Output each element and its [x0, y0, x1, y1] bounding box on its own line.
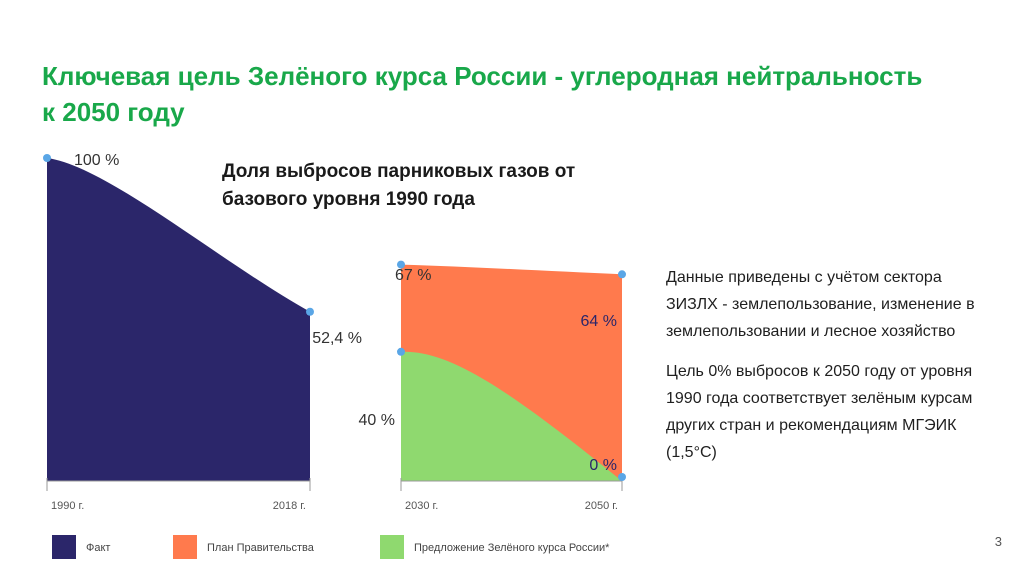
- chart-title: Доля выбросов парниковых газов от базово…: [222, 161, 576, 210]
- data-point: [618, 270, 626, 279]
- notes-block: Данные приведены с учётом сектора ЗИЗЛХ …: [666, 264, 996, 479]
- data-point: [618, 473, 626, 481]
- legend-swatch: [173, 535, 197, 559]
- x-tick-label: 2050 г.: [585, 500, 618, 512]
- legend-swatch: [380, 535, 404, 559]
- data-label: 0 %: [589, 457, 617, 474]
- note-target: Цель 0% выбросов к 2050 году от уровня 1…: [666, 363, 973, 461]
- data-point: [43, 154, 51, 162]
- note-lulucf: Данные приведены с учётом сектора ЗИЗЛХ …: [666, 269, 975, 340]
- legend-label: План Правительства: [207, 542, 315, 554]
- data-point: [397, 260, 405, 269]
- data-label: 52,4 %: [312, 330, 362, 347]
- data-label: 100 %: [74, 152, 119, 169]
- legend-label: Факт: [86, 542, 110, 554]
- x-tick-label: 2030 г.: [405, 500, 438, 512]
- data-label: 67 %: [395, 267, 431, 284]
- x-tick-label: 1990 г.: [51, 500, 84, 512]
- legend-swatch: [52, 535, 76, 559]
- data-point: [397, 347, 405, 356]
- x-tick-label: 2018 г.: [273, 500, 306, 512]
- data-point: [306, 307, 314, 316]
- page-title: Ключевая цель Зелёного курса России - уг…: [42, 61, 923, 127]
- green-proposal-area: [401, 351, 622, 481]
- legend-label: Предложение Зелёного курса России*: [414, 542, 610, 554]
- fact-area: [47, 158, 310, 481]
- page-number: 3: [994, 534, 1002, 549]
- data-label: 40 %: [359, 412, 395, 429]
- data-label: 64 %: [581, 313, 617, 330]
